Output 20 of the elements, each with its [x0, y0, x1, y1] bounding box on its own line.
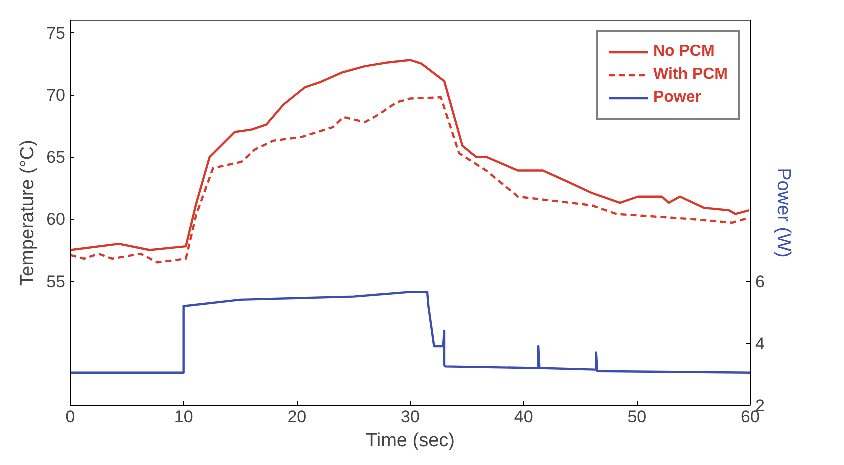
y-tick-label: 75 — [46, 24, 66, 43]
y-tick-label: 55 — [46, 272, 66, 292]
x-axis-title: Time (sec) — [366, 430, 456, 452]
x-tick-label: 50 — [628, 408, 647, 426]
y2-axis-title: Power (W) — [772, 168, 794, 258]
y-axis-title: Temperature (°C) — [18, 140, 39, 286]
legend-label: Power — [653, 89, 702, 107]
y2-tick-label: 6 — [756, 272, 765, 292]
y-tick-label: 70 — [46, 86, 66, 106]
y-tick-label: 65 — [46, 148, 66, 168]
y-tick-label: 60 — [46, 210, 66, 230]
x-tick-label: 30 — [401, 408, 420, 426]
x-tick-label: 0 — [66, 408, 76, 426]
legend-label: No PCM — [653, 43, 715, 61]
legend-label: With PCM — [653, 66, 728, 84]
line-series — [70, 291, 750, 374]
x-tick-label: 10 — [174, 408, 194, 426]
y2-tick-label: 4 — [756, 334, 765, 354]
x-tick-label: 20 — [288, 408, 307, 426]
x-tick-label: 40 — [514, 408, 534, 426]
